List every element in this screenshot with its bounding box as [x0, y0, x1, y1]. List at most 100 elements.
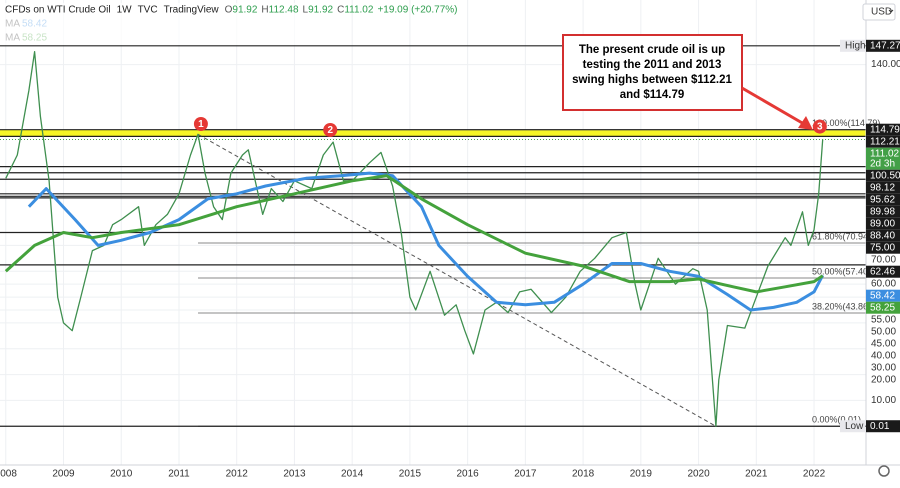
x-tick-label: 2014 [341, 469, 364, 480]
level-tag [866, 193, 900, 206]
header-title: CFDs on WTI Crude Oil [5, 5, 111, 16]
ohlc-key: H [261, 5, 268, 16]
header-platform: TradingView [164, 5, 220, 16]
level-tag-label: 100.50 [870, 170, 900, 181]
y-tick-label: 50.00 [871, 326, 896, 337]
countdown: 2d 3h [870, 158, 895, 169]
x-tick-label: 2020 [687, 469, 710, 480]
x-tick-label: 2013 [283, 469, 306, 480]
header: MA58.42MA58.25CFDs on WTI Crude Oil1WTVC… [0, 3, 458, 45]
ohlc-value: 112.48 [269, 5, 299, 16]
y-tick-label: 20.00 [871, 374, 896, 385]
level-tag [866, 265, 900, 278]
level-tag-box [840, 39, 865, 52]
annotation-arrow [741, 86, 805, 126]
header-bg [0, 3, 300, 45]
x-tick-label: 2008 [0, 469, 17, 480]
header-interval: 1W [117, 5, 133, 16]
level-tag [866, 241, 900, 254]
level-tag [866, 123, 900, 136]
level-tag-label: 75.00 [870, 242, 895, 253]
y-tick-label: 60.00 [871, 278, 896, 289]
ma-tag [866, 301, 900, 314]
annotation-box [562, 34, 743, 111]
level-tag-label: 89.00 [870, 218, 895, 229]
currency: USD [871, 7, 892, 18]
ohlc-change: +19.09 (+20.77%) [377, 5, 457, 16]
moving-average [27, 171, 825, 312]
ohlc-key: C [337, 5, 344, 16]
level-tag-label: 0.01 [870, 421, 890, 432]
currency-button[interactable] [862, 3, 896, 21]
last-price-tag [866, 147, 900, 170]
x-tick-label: 2021 [745, 469, 768, 480]
y-tick-label: 30.00 [871, 362, 896, 373]
level-tag-name: High [845, 40, 866, 51]
ma-tag-label: 58.42 [870, 290, 895, 301]
swing-marker [193, 117, 208, 131]
caret [888, 9, 894, 13]
ma-tag-label: 58.25 [870, 302, 895, 313]
ohlc-value: 91.92 [308, 5, 333, 16]
header-source: TVC [138, 5, 158, 16]
x-tick-label: 2022 [803, 469, 826, 480]
x-tick-label: 2012 [226, 469, 249, 480]
annotation-text: and $114.79 [620, 89, 685, 101]
x-tick-label: 2017 [514, 469, 537, 480]
swing-marker [323, 122, 338, 137]
x-tick-label: 2009 [52, 469, 75, 480]
level-tag [866, 205, 900, 218]
arrow-head [798, 116, 813, 130]
y-tick-label: 140.00 [871, 59, 900, 70]
level-tag [866, 181, 900, 194]
x-tick-label: 2016 [457, 469, 480, 480]
level-tag-label: 98.12 [870, 182, 895, 193]
level-tag [866, 39, 900, 52]
level-tag [866, 229, 900, 242]
last-price-label: 111.02 [870, 148, 900, 159]
annotation-text: swing highs between $112.21 [572, 74, 732, 86]
x-tick-label: 2015 [399, 469, 422, 480]
y-tick-label: 40.00 [871, 350, 896, 361]
level-tag-label: 114.79 [870, 124, 900, 135]
level-tag [866, 420, 900, 433]
settings-icon[interactable] [878, 465, 890, 477]
moving-average [4, 174, 824, 294]
swing-marker [812, 119, 827, 134]
level-tag-label: 147.27 [870, 40, 900, 51]
level-tag-label: 62.46 [870, 266, 895, 277]
annotation-text: testing the 2011 and 2013 [583, 59, 722, 71]
ohlc-value: 111.02 [344, 5, 374, 16]
level-tag [866, 135, 900, 148]
swing-marker-label: 1 [198, 119, 204, 130]
y-tick-label: 55.00 [871, 314, 896, 325]
level-tag-label: 89.98 [870, 206, 895, 217]
ohlc-key: O [225, 5, 233, 16]
level-tag-box [840, 420, 865, 433]
highlight-band [0, 129, 866, 137]
swing-marker-label: 3 [817, 122, 823, 133]
fib-label: 61.80%(70.94) [812, 231, 871, 241]
x-tick-label: 2010 [110, 469, 133, 480]
level-tag-label: 88.40 [870, 230, 895, 241]
y-tick-label: 10.00 [871, 395, 896, 406]
fib-label: 100.00%(114.79) [812, 118, 880, 128]
fib-label: 50.00%(57.40) [812, 266, 871, 276]
fib-label: 38.20%(43.86) [812, 301, 871, 311]
y-tick-label: 70.00 [871, 254, 896, 265]
level-tag [866, 169, 900, 182]
level-tag-label: 95.62 [870, 194, 895, 205]
x-tick-label: 2018 [572, 469, 595, 480]
fib-label: 0.00%(0.01) [812, 415, 861, 425]
level-tag [866, 217, 900, 230]
ohlc-key: L [303, 5, 309, 16]
annotation-text: The present crude oil is up [579, 44, 725, 56]
price-line [5, 51, 824, 427]
y-tick-label: 45.00 [871, 338, 896, 349]
x-tick-label: 2019 [630, 469, 653, 480]
level-tag-label: 112.21 [870, 136, 900, 147]
ohlc-value: 91.92 [232, 5, 257, 16]
